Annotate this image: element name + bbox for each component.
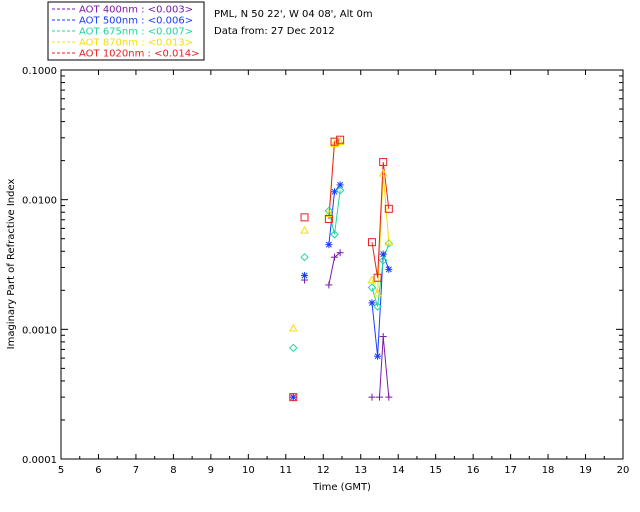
data-point bbox=[379, 158, 388, 167]
y-tick-label: 0.1000 bbox=[22, 66, 57, 77]
legend-entry: AOT 870nm : <0.013> bbox=[79, 38, 193, 49]
series-line bbox=[371, 162, 390, 278]
data-point bbox=[367, 238, 376, 247]
data-point bbox=[379, 256, 388, 265]
data-point bbox=[336, 249, 344, 257]
legend-entry: AOT 500nm : <0.006> bbox=[79, 16, 193, 27]
data-point bbox=[374, 352, 382, 360]
data-point bbox=[379, 333, 387, 341]
x-tick-label: 5 bbox=[58, 465, 64, 476]
data-point bbox=[324, 206, 334, 216]
x-tick-label: 15 bbox=[429, 465, 442, 476]
x-tick-label: 6 bbox=[95, 465, 101, 476]
x-tick-label: 12 bbox=[317, 465, 330, 476]
data-point bbox=[289, 393, 298, 402]
x-axis: 5 6 7 8 9 10 11 12 13 14 15 16 17 18 19 20 bbox=[58, 70, 630, 476]
data-point bbox=[330, 137, 339, 146]
plot-area-frame bbox=[60, 69, 624, 460]
data-point bbox=[331, 253, 339, 261]
data-point bbox=[289, 343, 298, 353]
data-point bbox=[330, 230, 339, 239]
data-point bbox=[384, 204, 393, 213]
series-line bbox=[379, 336, 390, 398]
data-point bbox=[324, 214, 333, 223]
legend: AOT 400nm : <0.003>AOT 500nm : <0.006>AO… bbox=[52, 5, 199, 60]
x-tick-label: 11 bbox=[279, 465, 292, 476]
data-point bbox=[378, 168, 388, 177]
series-line bbox=[328, 190, 341, 235]
data-point bbox=[375, 393, 383, 401]
x-tick-label: 16 bbox=[467, 465, 480, 476]
legend-entry: AOT 1020nm : <0.014> bbox=[79, 49, 199, 60]
x-tick-label: 10 bbox=[242, 465, 255, 476]
y-axis-label: Imaginary Part of Refractive Index bbox=[6, 179, 17, 350]
legend-entry: AOT 675nm : <0.007> bbox=[79, 27, 193, 38]
legend-entry: AOT 400nm : <0.003> bbox=[79, 5, 193, 16]
y-axis: 0.0001 0.0010 0.0100 0.1000 bbox=[22, 66, 623, 466]
info-line-date: Data from: 27 Dec 2012 bbox=[214, 26, 335, 37]
data-point bbox=[368, 393, 376, 401]
y-tick-label: 0.0010 bbox=[22, 325, 57, 336]
y-tick-label: 0.0001 bbox=[22, 455, 57, 466]
data-point bbox=[385, 265, 393, 273]
x-tick-label: 9 bbox=[208, 465, 214, 476]
x-tick-label: 17 bbox=[504, 465, 517, 476]
data-point bbox=[288, 323, 298, 332]
data-point bbox=[335, 186, 345, 195]
data-point bbox=[373, 273, 382, 282]
series-markers bbox=[288, 135, 394, 402]
x-axis-label: Time (GMT) bbox=[312, 482, 371, 493]
info-line-location: PML, N 50 22', W 04 08', Alt 0m bbox=[214, 9, 373, 20]
data-point bbox=[368, 299, 376, 307]
x-tick-label: 18 bbox=[542, 465, 555, 476]
data-point bbox=[325, 281, 333, 289]
data-point bbox=[301, 272, 309, 280]
data-point bbox=[373, 302, 382, 311]
data-point bbox=[300, 213, 309, 222]
x-tick-label: 7 bbox=[133, 465, 139, 476]
data-point bbox=[385, 393, 393, 401]
data-point bbox=[324, 209, 334, 217]
x-tick-label: 20 bbox=[617, 465, 630, 476]
x-tick-label: 14 bbox=[392, 465, 405, 476]
data-point bbox=[336, 135, 345, 144]
y-tick-label: 0.0100 bbox=[22, 196, 57, 207]
data-point bbox=[373, 288, 382, 297]
x-tick-label: 13 bbox=[354, 465, 367, 476]
data-point bbox=[325, 241, 333, 249]
x-tick-label: 8 bbox=[170, 465, 176, 476]
data-point bbox=[384, 237, 394, 246]
data-point bbox=[300, 225, 309, 234]
x-tick-label: 19 bbox=[579, 465, 592, 476]
data-point bbox=[300, 252, 309, 262]
data-point bbox=[289, 393, 297, 401]
data-point bbox=[367, 283, 377, 292]
